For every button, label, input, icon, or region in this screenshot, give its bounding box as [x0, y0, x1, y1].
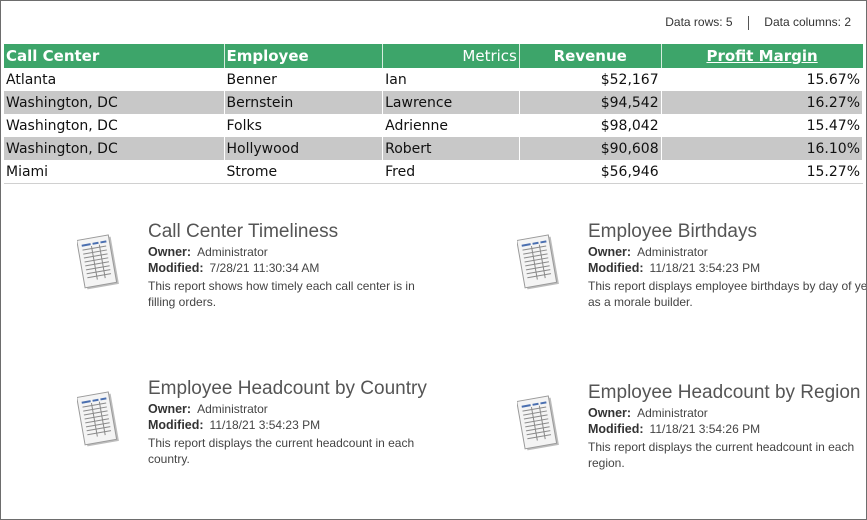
cell-employee-first: Adrienne — [382, 114, 520, 137]
cell-employee-first: Lawrence — [382, 91, 520, 114]
report-owner: Owner: Administrator — [588, 245, 866, 259]
cell-call-center: Washington, DC — [4, 114, 225, 137]
cell-profit-margin: 15.47% — [661, 114, 864, 137]
cell-revenue: $52,167 — [519, 68, 662, 91]
table-row: Washington, DC Folks Adrienne $98,042 15… — [4, 114, 864, 137]
owner-value: Administrator — [637, 406, 708, 420]
owner-label: Owner: — [588, 406, 632, 420]
stats-divider — [747, 15, 749, 30]
cell-profit-margin: 16.10% — [661, 137, 864, 160]
table-row: Miami Strome Fred $56,946 15.27% — [4, 160, 864, 184]
cell-call-center: Washington, DC — [4, 137, 225, 160]
report-modified: Modified: 11/18/21 3:54:23 PM — [588, 261, 866, 275]
header-call-center[interactable]: Call Center — [4, 44, 225, 68]
cell-revenue: $94,542 — [519, 91, 662, 114]
report-title[interactable]: Employee Headcount by Country — [148, 378, 427, 399]
table-row: Atlanta Benner Ian $52,167 15.67% — [4, 68, 864, 91]
cell-employee-last: Hollywood — [224, 137, 384, 160]
header-revenue[interactable]: Revenue — [519, 44, 662, 68]
report-title[interactable]: Call Center Timeliness — [148, 221, 339, 242]
cell-revenue: $56,946 — [519, 160, 662, 184]
report-owner: Owner: Administrator — [148, 402, 478, 416]
modified-label: Modified: — [588, 422, 644, 436]
modified-value: 7/28/21 11:30:34 AM — [209, 261, 320, 275]
modified-value: 11/18/21 3:54:23 PM — [209, 418, 321, 432]
data-columns-count: Data columns: 2 — [764, 15, 851, 29]
grid-header-row: Call Center Employee Metrics Revenue Pro… — [4, 44, 863, 68]
data-rows-count: Data rows: 5 — [665, 15, 733, 29]
owner-label: Owner: — [148, 402, 192, 416]
data-grid: Call Center Employee Metrics Revenue Pro… — [4, 44, 864, 184]
header-profit-margin[interactable]: Profit Margin — [661, 44, 863, 68]
report-modified: Modified: 11/18/21 3:54:26 PM — [588, 422, 866, 436]
report-owner: Owner: Administrator — [148, 245, 478, 259]
modified-label: Modified: — [148, 261, 204, 275]
modified-label: Modified: — [588, 261, 644, 275]
cell-profit-margin: 15.67% — [661, 68, 864, 91]
report-modified: Modified: 7/28/21 11:30:34 AM — [148, 261, 478, 275]
report-description: This report displays the current headcou… — [588, 440, 855, 470]
report-document-icon[interactable] — [77, 388, 121, 452]
report-owner: Owner: Administrator — [588, 406, 866, 420]
cell-call-center: Atlanta — [4, 68, 225, 91]
cell-employee-first: Robert — [382, 137, 520, 160]
cell-profit-margin: 15.27% — [661, 160, 864, 184]
report-document-icon[interactable] — [77, 231, 121, 295]
cell-employee-first: Ian — [382, 68, 520, 91]
report-description: This report displays employee birthdays … — [588, 279, 867, 309]
report-title[interactable]: Employee Birthdays — [588, 221, 757, 242]
report-document-icon[interactable] — [517, 231, 561, 295]
owner-value: Administrator — [197, 402, 268, 416]
modified-value: 11/18/21 3:54:26 PM — [649, 422, 761, 436]
modified-label: Modified: — [148, 418, 204, 432]
owner-value: Administrator — [637, 245, 708, 259]
header-employee[interactable]: Employee — [224, 44, 384, 68]
report-document-icon[interactable] — [517, 392, 561, 456]
data-stats: Data rows: 5 Data columns: 2 — [665, 15, 851, 30]
cell-employee-first: Fred — [382, 160, 520, 184]
cell-call-center: Washington, DC — [4, 91, 225, 114]
modified-value: 11/18/21 3:54:23 PM — [649, 261, 761, 275]
cell-revenue: $90,608 — [519, 137, 662, 160]
owner-value: Administrator — [197, 245, 268, 259]
report-title[interactable]: Employee Headcount by Region — [588, 382, 861, 403]
cell-employee-last: Benner — [224, 68, 384, 91]
report-description: This report displays the current headcou… — [148, 436, 415, 466]
table-row: Washington, DC Hollywood Robert $90,608 … — [4, 137, 864, 160]
cell-employee-last: Bernstein — [224, 91, 384, 114]
report-description: This report shows how timely each call c… — [148, 279, 415, 309]
table-row: Washington, DC Bernstein Lawrence $94,54… — [4, 91, 864, 114]
cell-profit-margin: 16.27% — [661, 91, 864, 114]
cell-call-center: Miami — [4, 160, 225, 184]
report-modified: Modified: 11/18/21 3:54:23 PM — [148, 418, 478, 432]
cell-revenue: $98,042 — [519, 114, 662, 137]
cell-employee-last: Folks — [224, 114, 384, 137]
cell-employee-last: Strome — [224, 160, 384, 184]
header-metrics[interactable]: Metrics — [382, 44, 520, 68]
owner-label: Owner: — [148, 245, 192, 259]
owner-label: Owner: — [588, 245, 632, 259]
